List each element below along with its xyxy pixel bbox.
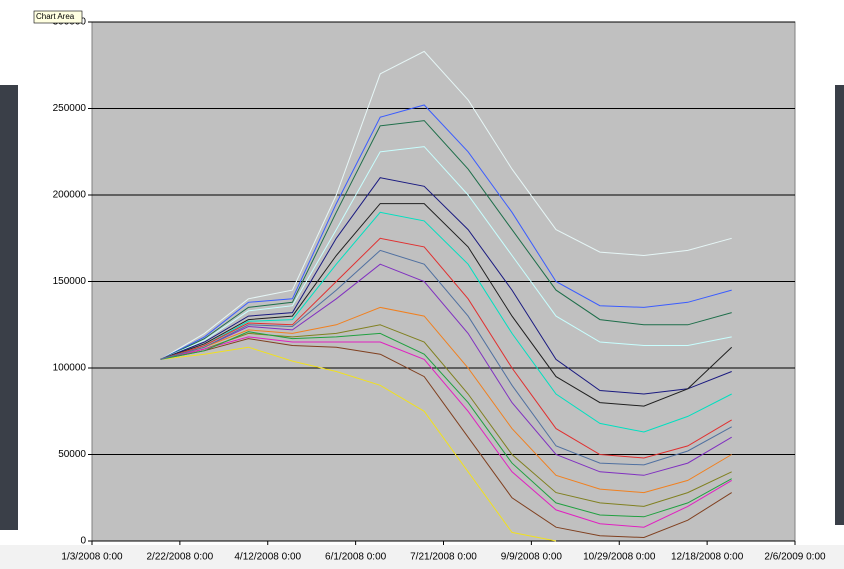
x-tick-label: 4/12/2008 0:00: [234, 552, 301, 563]
y-tick-label: 150000: [53, 276, 87, 287]
x-tick-label: 9/9/2008 0:00: [501, 552, 563, 563]
tooltip: Chart Area: [36, 12, 75, 21]
x-tick-label: 6/1/2008 0:00: [325, 552, 387, 563]
y-tick-label: 200000: [53, 190, 87, 201]
y-tick-label: 100000: [53, 363, 87, 374]
y-tick-label: 0: [80, 536, 86, 547]
x-tick-label: 12/18/2008 0:00: [671, 552, 744, 563]
x-tick-label: 1/3/2008 0:00: [61, 552, 123, 563]
chart: 0500001000001500002000002500003000001/3/…: [0, 0, 844, 569]
x-tick-label: 7/21/2008 0:00: [410, 552, 477, 563]
background-photo-left: [0, 85, 18, 530]
x-tick-label: 2/6/2009 0:00: [764, 552, 826, 563]
x-tick-label: 10/29/2008 0:00: [583, 552, 656, 563]
x-tick-label: 2/22/2008 0:00: [147, 552, 214, 563]
y-tick-label: 250000: [53, 103, 87, 114]
background-photo-right: [835, 85, 844, 525]
y-tick-label: 50000: [58, 449, 86, 460]
